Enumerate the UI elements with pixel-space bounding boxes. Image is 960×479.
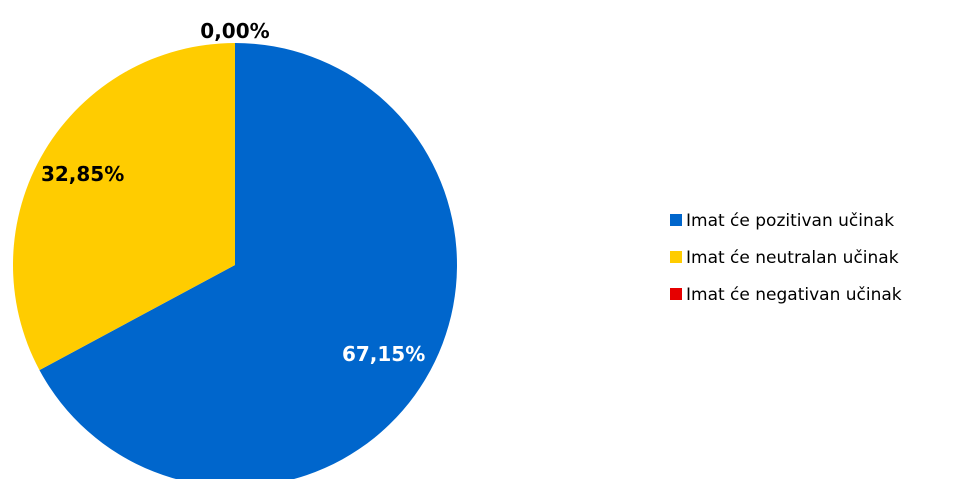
- legend-swatch-2: [670, 251, 682, 263]
- pie-data-labels: 67,15% 32,85% 0,00%: [41, 19, 425, 366]
- pie-slice-1: [39, 43, 457, 479]
- legend-swatch-1: [670, 214, 682, 226]
- data-label-3: 0,00%: [200, 19, 269, 43]
- legend-label-2: Imat će neutralan učinak: [686, 248, 899, 268]
- legend: Imat će pozitivan učinak Imat će neutrala…: [670, 211, 902, 305]
- legend-label-3: Imat će negativan učinak: [686, 285, 902, 305]
- pie-slice-2: [13, 43, 235, 371]
- data-label-2: 32,85%: [41, 162, 124, 186]
- legend-label-1: Imat će pozitivan učinak: [686, 211, 894, 231]
- legend-swatch-3: [670, 288, 682, 300]
- data-label-1: 67,15%: [342, 342, 425, 366]
- pie-slices: [13, 43, 457, 479]
